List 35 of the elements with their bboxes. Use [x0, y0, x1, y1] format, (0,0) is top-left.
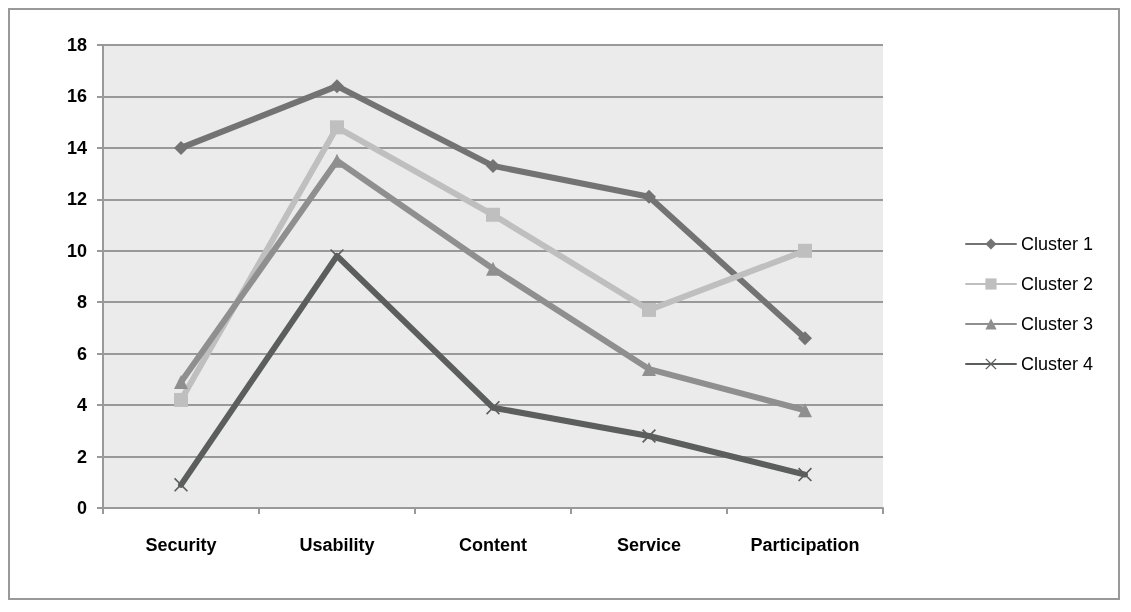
- legend-label: Cluster 3: [1020, 314, 1093, 334]
- point: [798, 331, 812, 346]
- point: [642, 362, 656, 377]
- legend-label: Cluster 1: [1020, 234, 1093, 254]
- point: [174, 392, 188, 407]
- point: [330, 120, 344, 135]
- point: [174, 374, 188, 389]
- x-tick-label: Security: [145, 535, 217, 555]
- point: [174, 140, 188, 155]
- point: [174, 477, 188, 492]
- y-tick-label: 10: [66, 240, 87, 261]
- point: [642, 189, 656, 204]
- legend-label: Cluster 4: [1020, 354, 1093, 374]
- point: [642, 302, 656, 317]
- y-tick-label: 0: [76, 498, 87, 518]
- point: [330, 79, 344, 94]
- y-tick-label: 8: [76, 292, 87, 313]
- y-tick-label: 4: [76, 395, 87, 416]
- point: [486, 261, 500, 276]
- y-tick-label: 6: [76, 343, 87, 364]
- point: [486, 158, 500, 173]
- point: [798, 403, 812, 418]
- point: [486, 207, 500, 222]
- y-tick-label: 2: [76, 446, 87, 467]
- x-tick-label: Usability: [299, 535, 375, 555]
- x-tick-label: Content: [459, 535, 527, 555]
- y-tick-label: 14: [66, 137, 87, 158]
- x-tick-label: Service: [616, 535, 682, 555]
- point: [798, 243, 812, 258]
- y-tick-label: 18: [66, 35, 87, 55]
- point: [642, 428, 656, 443]
- x-tick-label: Participation: [750, 535, 860, 555]
- legend-label: Cluster 2: [1020, 274, 1093, 294]
- y-tick-label: 16: [66, 86, 87, 107]
- y-tick-label: 12: [66, 189, 87, 210]
